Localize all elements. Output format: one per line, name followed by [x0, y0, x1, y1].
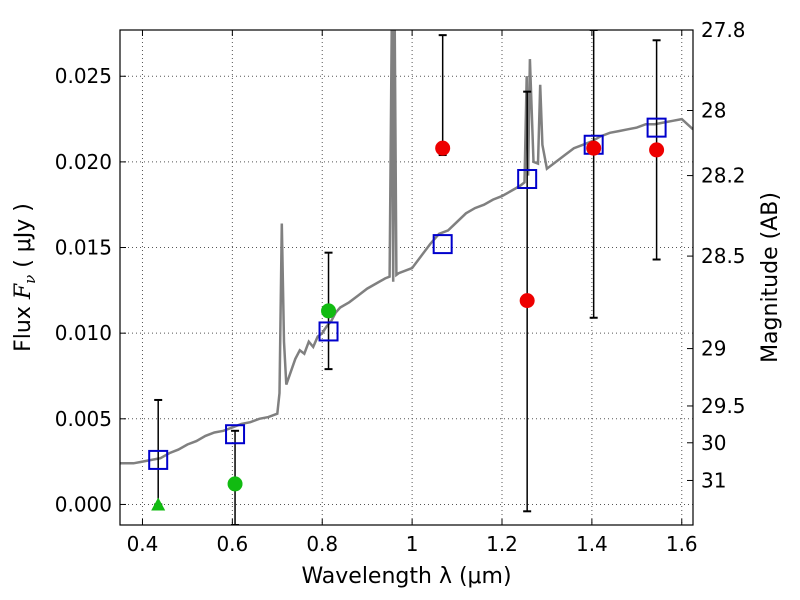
y-axis-label-symbol: F: [11, 283, 36, 300]
right-tick-label: 28.5: [701, 244, 746, 268]
data-point-square: [432, 234, 453, 255]
data-point-square: [517, 169, 538, 190]
data-point-circle: [649, 142, 665, 158]
axis-ticks: 0.4 0.6 0.8 1 1.2 1.4 1.6 0.000 0.005 0.010 0.015 0…: [55, 18, 746, 556]
error-bars: [154, 30, 661, 525]
data-point-circle: [321, 303, 337, 319]
y-tick-label: 0.000: [55, 492, 112, 516]
data-point-triangle: [151, 497, 166, 511]
y-axis-label-suffix: ( μJy ): [11, 203, 36, 275]
data-markers: [148, 117, 667, 511]
right-tick-label: 28.2: [701, 164, 746, 188]
y-tick-label: 0.025: [55, 64, 112, 88]
data-point-square: [646, 117, 667, 138]
y-tick-label: 0.010: [55, 321, 112, 345]
y-tick-label: 0.005: [55, 407, 112, 431]
data-point-circle: [586, 140, 602, 156]
x-tick-label: 1: [406, 532, 419, 556]
right-tick-label: 29: [701, 337, 726, 361]
y-tick-label: 0.015: [55, 236, 112, 260]
y-axis-label-prefix: Flux: [11, 299, 36, 352]
data-point-square: [225, 424, 246, 445]
plot-frame: [119, 29, 694, 526]
data-point-circle: [519, 293, 535, 309]
data-point-circle: [227, 476, 243, 492]
y-axis-label-subscript: ν: [21, 275, 39, 284]
right-tick-label: 30: [701, 431, 726, 455]
data-point-square: [318, 321, 339, 342]
data-point-circle: [435, 140, 451, 156]
grid-lines: [120, 30, 693, 525]
right-tick-label: 31: [701, 468, 726, 492]
x-tick-label: 0.4: [127, 532, 159, 556]
x-tick-label: 1.2: [486, 532, 518, 556]
right-tick-label: 29.5: [701, 394, 746, 418]
x-axis-label: Wavelength λ (μm): [301, 564, 511, 589]
right-axis-label: Magnitude (AB): [758, 192, 783, 363]
x-tick-label: 0.8: [306, 532, 338, 556]
x-tick-label: 1.4: [576, 532, 608, 556]
y-axis-label: Flux Fν ( μJy ): [11, 203, 39, 352]
plot-area: [120, 30, 693, 465]
x-tick-label: 1.6: [666, 532, 698, 556]
x-tick-label: 0.6: [216, 532, 248, 556]
y-tick-label: 0.020: [55, 150, 112, 174]
model-spectrum-line: [120, 30, 693, 465]
data-point-square: [148, 449, 169, 470]
right-tick-label: 27.8: [701, 18, 746, 42]
right-tick-label: 28: [701, 99, 726, 123]
